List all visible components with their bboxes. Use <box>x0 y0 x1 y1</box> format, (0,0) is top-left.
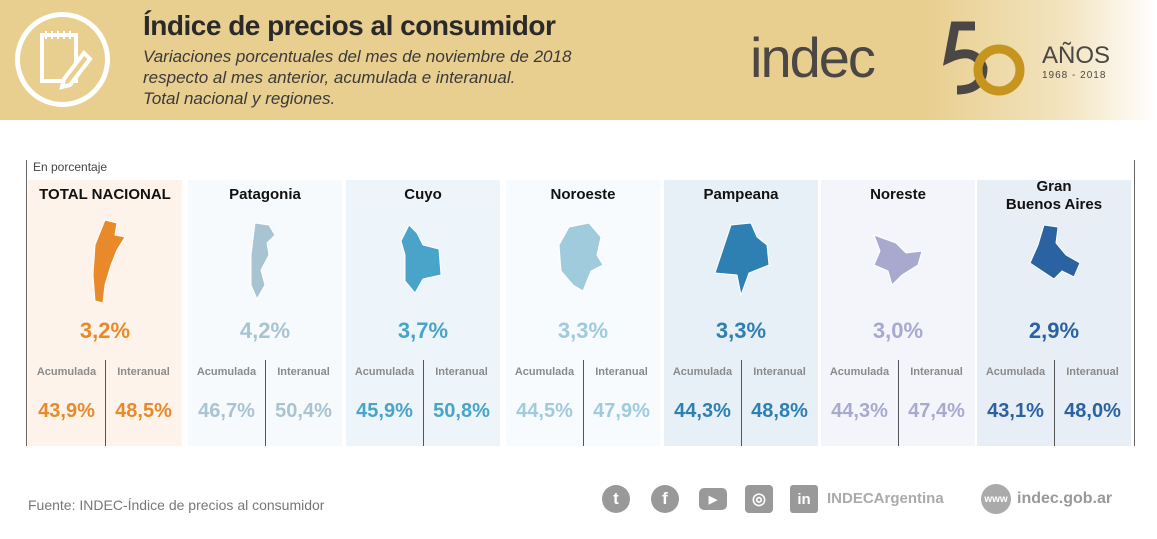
region-map <box>92 219 126 304</box>
interannual-label: Interanual <box>1066 366 1119 378</box>
subtitle: Variaciones porcentuales del mes de novi… <box>143 46 571 109</box>
divider <box>583 360 584 446</box>
region-panel: Gran Buenos Aires 2,9% Acumulada Interanu… <box>977 178 1131 446</box>
region-name: TOTAL NACIONAL <box>39 186 171 203</box>
fifty-years-logo <box>935 18 1025 98</box>
accumulated-value: 44,3% <box>674 400 731 422</box>
instagram-icon[interactable]: ◎ <box>745 485 773 513</box>
divider <box>265 360 266 446</box>
www-icon: www <box>981 484 1011 514</box>
interannual-value: 47,4% <box>908 400 965 422</box>
region-name: Gran Buenos Aires <box>1005 178 1103 213</box>
accumulated-label: Acumulada <box>514 366 575 378</box>
region-name: Patagonia <box>229 186 301 203</box>
social-handle[interactable]: INDECArgentina <box>827 490 944 507</box>
monthly-value: 2,9% <box>1028 318 1080 343</box>
accumulated-label: Acumulada <box>196 366 257 378</box>
interannual-value: 48,5% <box>115 400 172 422</box>
accumulated-label: Acumulada <box>985 366 1046 378</box>
divider <box>898 360 899 446</box>
region-map <box>250 222 276 301</box>
region-map <box>1029 224 1081 280</box>
interannual-label: Interanual <box>277 366 330 378</box>
notepad-pencil-icon <box>15 12 110 107</box>
page-title: Índice de precios al consumidor <box>143 10 556 41</box>
accumulated-value: 44,3% <box>831 400 888 422</box>
accumulated-label: Acumulada <box>829 366 890 378</box>
interannual-value: 50,4% <box>275 400 332 422</box>
accumulated-value: 44,5% <box>516 400 573 422</box>
subtitle-line: Total nacional y regiones. <box>143 89 336 108</box>
region-panel: Pampeana 3,3% Acumulada Interanual 44,3%… <box>664 180 818 446</box>
accumulated-value: 43,9% <box>38 400 95 422</box>
divider <box>105 360 106 446</box>
accumulated-value: 45,9% <box>356 400 413 422</box>
monthly-value: 3,7% <box>397 318 449 343</box>
linkedin-icon[interactable]: in <box>790 485 818 513</box>
region-map <box>873 234 923 286</box>
website-link[interactable]: indec.gob.ar <box>1017 490 1113 507</box>
interannual-label: Interanual <box>753 366 806 378</box>
region-panel: Patagonia 4,2% Acumulada Interanual 46,7… <box>188 180 342 446</box>
unit-label: En porcentaje <box>33 160 108 174</box>
interannual-label: Interanual <box>595 366 648 378</box>
interannual-value: 50,8% <box>433 400 490 422</box>
region-map <box>558 222 604 292</box>
header-banner: Índice de precios al consumidor Variacio… <box>0 0 1157 120</box>
interannual-value: 48,0% <box>1064 400 1121 422</box>
divider <box>741 360 742 446</box>
region-name: Noroeste <box>550 186 616 203</box>
region-name: Pampeana <box>703 186 779 203</box>
region-panel: Cuyo 3,7% Acumulada Interanual 45,9% 50,… <box>346 180 500 446</box>
monthly-value: 3,2% <box>79 318 131 343</box>
region-map <box>400 224 442 294</box>
accumulated-value: 46,7% <box>198 400 255 422</box>
accumulated-label: Acumulada <box>672 366 733 378</box>
monthly-value: 3,3% <box>715 318 767 343</box>
divider <box>1134 160 1135 446</box>
monthly-value: 3,0% <box>872 318 924 343</box>
source-note: Fuente: INDEC-Índice de precios al consu… <box>28 497 325 513</box>
accumulated-label: Acumulada <box>36 366 97 378</box>
region-map <box>714 222 770 297</box>
interannual-value: 47,9% <box>593 400 650 422</box>
interannual-label: Interanual <box>117 366 170 378</box>
interannual-value: 48,8% <box>751 400 808 422</box>
monthly-value: 4,2% <box>239 318 291 343</box>
subtitle-line: respecto al mes anterior, acumulada e in… <box>143 68 516 87</box>
region-name: Noreste <box>870 186 926 203</box>
interannual-label: Interanual <box>435 366 488 378</box>
youtube-icon[interactable]: ▶ <box>699 488 727 510</box>
divider <box>1054 360 1055 446</box>
twitter-icon[interactable]: t <box>602 485 630 513</box>
years-label: 1968 - 2018 <box>1042 70 1107 81</box>
divider <box>26 160 27 446</box>
region-panel: Noroeste 3,3% Acumulada Interanual 44,5%… <box>506 180 660 446</box>
monthly-value: 3,3% <box>557 318 609 343</box>
facebook-icon[interactable]: f <box>651 485 679 513</box>
subtitle-line: Variaciones porcentuales del mes de novi… <box>143 47 572 66</box>
region-panel: Noreste 3,0% Acumulada Interanual 44,3% … <box>821 180 975 446</box>
indec-logo: indec <box>750 26 876 89</box>
anos-label: AÑOS <box>1042 42 1111 69</box>
accumulated-label: Acumulada <box>354 366 415 378</box>
interannual-label: Interanual <box>910 366 963 378</box>
region-panel: TOTAL NACIONAL 3,2% Acumulada Interanual… <box>28 180 182 446</box>
region-name: Cuyo <box>404 186 442 203</box>
accumulated-value: 43,1% <box>987 400 1044 422</box>
divider <box>423 360 424 446</box>
